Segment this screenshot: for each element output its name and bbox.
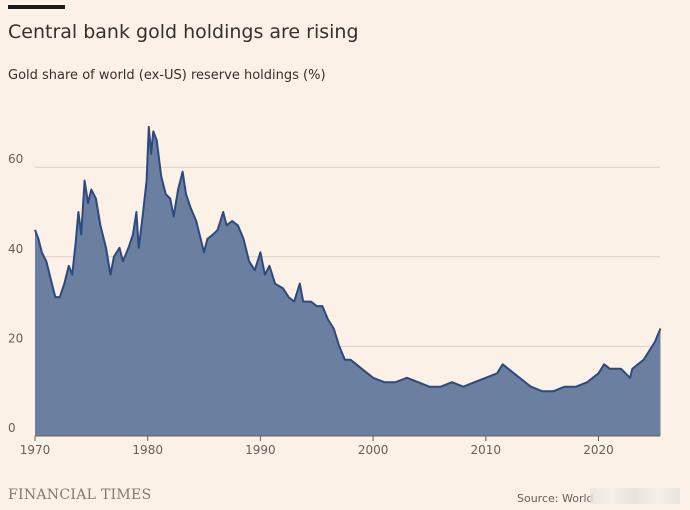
x-tick-label: 2020 [583, 443, 614, 457]
x-tick-label: 1990 [245, 443, 276, 457]
x-tick-label: 2000 [358, 443, 389, 457]
series-line [34, 125, 662, 393]
area-fill [35, 126, 661, 437]
x-tick-label: 1970 [20, 443, 51, 457]
x-tick-label: 1980 [132, 443, 163, 457]
y-tick-label: 40 [8, 242, 23, 256]
y-tick-label: 0 [8, 421, 16, 435]
chart-subtitle: Gold share of world (ex-US) reserve hold… [8, 68, 326, 83]
y-tick-label: 60 [8, 152, 23, 166]
x-tick-label: 2010 [471, 443, 502, 457]
ft-logo: FINANCIAL TIMES [8, 487, 152, 503]
chart-title: Central bank gold holdings are rising [8, 21, 359, 43]
ft-accent-bar [8, 5, 65, 9]
watermark-blur [590, 488, 680, 504]
source-note: Source: World [517, 492, 594, 505]
y-tick-label: 20 [8, 331, 23, 345]
